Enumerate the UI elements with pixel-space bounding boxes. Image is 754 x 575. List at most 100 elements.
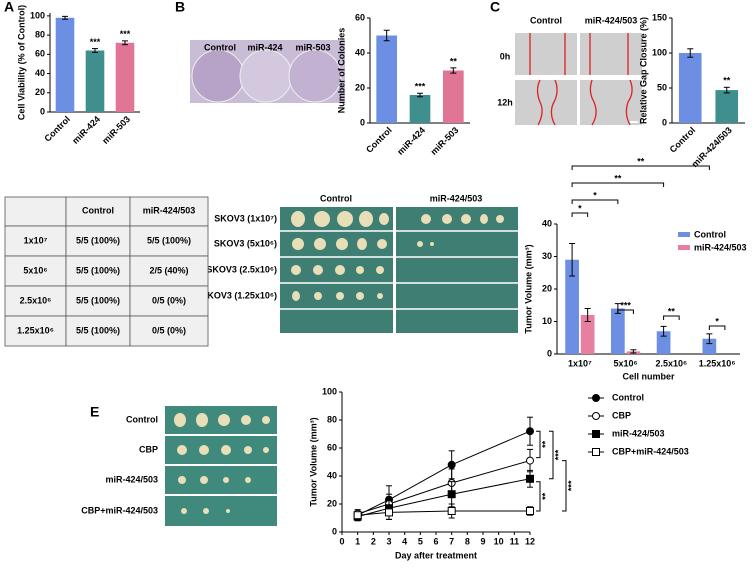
bar bbox=[115, 42, 135, 113]
y-tick-label: 10 bbox=[542, 316, 552, 326]
image-label: 12h bbox=[497, 97, 513, 107]
marker bbox=[447, 507, 456, 515]
significance: *** bbox=[415, 82, 426, 92]
y-tick-label: 60 bbox=[327, 442, 337, 452]
bar bbox=[715, 90, 739, 123]
table-cell bbox=[65, 196, 131, 227]
x-tick-label: miR-424 bbox=[70, 114, 102, 146]
bar bbox=[85, 50, 105, 112]
image-label: Control bbox=[126, 414, 158, 424]
significance: *** bbox=[120, 29, 131, 39]
table-cell-text: 2.5x10⁶ bbox=[20, 295, 52, 305]
significance: *** bbox=[553, 449, 563, 460]
y-tick-label: 40 bbox=[355, 47, 365, 57]
table-cell-text: 0/5 (0%) bbox=[152, 325, 186, 335]
x-tick-label: 1 bbox=[355, 536, 360, 546]
image-label: SKOV3 (1x10⁷) bbox=[214, 213, 277, 223]
significance: *** bbox=[566, 480, 576, 491]
significance: ** bbox=[637, 156, 645, 166]
significance: ** bbox=[450, 56, 458, 66]
y-axis-label: Number of Colonies bbox=[336, 28, 346, 114]
image-label: miR-424 bbox=[247, 42, 282, 52]
marker bbox=[592, 430, 600, 438]
x-tick-label: Control bbox=[42, 114, 72, 144]
x-tick-label: 2 bbox=[371, 536, 376, 546]
bar bbox=[610, 308, 625, 354]
table-cell-text: 0/5 (0%) bbox=[152, 295, 186, 305]
x-tick-label: 10 bbox=[494, 536, 504, 546]
bar bbox=[376, 35, 397, 123]
panel-label: E bbox=[90, 404, 99, 420]
y-tick-label: 80 bbox=[35, 29, 45, 39]
table-cell-text: 5/5 (100%) bbox=[147, 235, 191, 245]
y-tick-label: 20 bbox=[542, 283, 552, 293]
y-tick-label: 20 bbox=[35, 87, 45, 97]
y-tick-label: 0 bbox=[662, 117, 667, 127]
marker bbox=[592, 394, 600, 402]
x-tick-label: miR-424 bbox=[395, 125, 427, 157]
table-cell bbox=[4, 225, 67, 257]
table-cell-text: 5/5 (100%) bbox=[76, 235, 120, 245]
y-tick-label: 20 bbox=[355, 82, 365, 92]
x-axis-label: Day after treatment bbox=[395, 550, 477, 560]
x-tick-label: 5x10⁶ bbox=[614, 358, 638, 368]
table-cell bbox=[65, 225, 131, 257]
y-axis-label: Cell Viability (% of Control) bbox=[16, 5, 26, 120]
image-label: SKOV3 (2.5x10⁶) bbox=[206, 264, 277, 274]
legend-label: miR-424/503 bbox=[694, 242, 747, 252]
table-cell-text: 1.25x10⁶ bbox=[17, 325, 54, 335]
image-label: CBP+miR-424/503 bbox=[81, 505, 158, 515]
table-cell bbox=[129, 285, 209, 317]
significance-bracket bbox=[571, 199, 619, 204]
y-tick-label: 40 bbox=[327, 470, 337, 480]
bar bbox=[565, 259, 579, 354]
table-cell-text: 5/5 (100%) bbox=[76, 295, 120, 305]
y-tick-label: 0 bbox=[40, 106, 45, 116]
series-line bbox=[357, 510, 530, 516]
table-cell bbox=[129, 225, 209, 257]
significance-bracket bbox=[562, 460, 567, 512]
panel-label: C bbox=[490, 0, 500, 15]
table-cell-text: 5/5 (100%) bbox=[76, 325, 120, 335]
marker bbox=[447, 490, 456, 499]
image-label: miR-503 bbox=[295, 42, 330, 52]
significance: *** bbox=[90, 37, 101, 47]
y-tick-label: 0 bbox=[360, 117, 365, 127]
y-tick-label: 60 bbox=[35, 49, 45, 59]
significance-bracket bbox=[536, 430, 541, 459]
significance: *** bbox=[620, 300, 631, 310]
significance: ** bbox=[540, 440, 550, 448]
x-tick-label: 8 bbox=[465, 536, 470, 546]
table-cell-text: 5x10⁶ bbox=[23, 265, 47, 275]
table-cell-text: 2/5 (40%) bbox=[149, 265, 188, 275]
bar bbox=[443, 70, 464, 123]
y-axis-label: Tumor Volume (mm³) bbox=[523, 244, 533, 333]
image-label: Control bbox=[320, 193, 352, 203]
panel-label: B bbox=[175, 0, 185, 15]
significance-bracket bbox=[536, 481, 541, 512]
bar bbox=[580, 315, 595, 354]
marker bbox=[526, 474, 534, 483]
significance: * bbox=[593, 190, 597, 200]
x-tick-label: 4 bbox=[402, 536, 407, 546]
significance-bracket bbox=[571, 165, 710, 170]
table-cell bbox=[4, 196, 67, 227]
y-tick-label: 100 bbox=[652, 47, 667, 57]
marker bbox=[353, 511, 362, 520]
significance-bracket bbox=[708, 325, 726, 330]
table-cell-text: 5/5 (100%) bbox=[76, 265, 120, 275]
marker bbox=[526, 456, 534, 465]
significance-bracket bbox=[663, 315, 680, 320]
bar bbox=[409, 95, 431, 123]
legend-swatch bbox=[678, 245, 690, 250]
wound-photo bbox=[515, 33, 642, 126]
panel-label: A bbox=[4, 0, 14, 15]
y-tick-label: 40 bbox=[35, 68, 45, 78]
table-header: Control bbox=[82, 205, 114, 215]
x-tick-label: 5 bbox=[418, 536, 423, 546]
y-tick-label: 0 bbox=[547, 348, 552, 358]
y-tick-label: 80 bbox=[327, 414, 337, 424]
significance-bracket bbox=[571, 212, 589, 217]
bar bbox=[678, 53, 702, 123]
